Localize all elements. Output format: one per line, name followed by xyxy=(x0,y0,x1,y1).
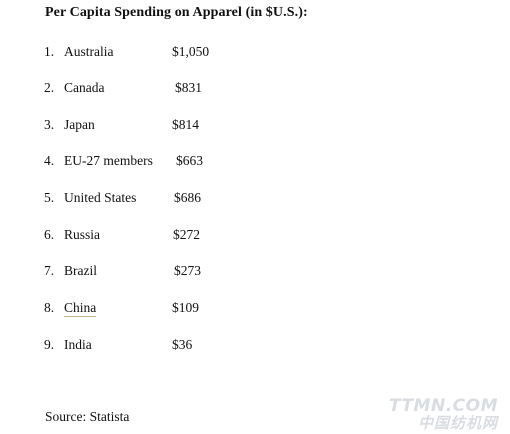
list-number: 8. xyxy=(44,300,55,315)
list-item: 3. Japan $814 xyxy=(0,117,510,135)
country-link[interactable]: China xyxy=(64,300,97,317)
spending-value: $831 xyxy=(175,80,202,95)
country-name: India xyxy=(64,337,92,352)
list-item: 7. Brazil $273 xyxy=(0,263,510,281)
list-number: 4. xyxy=(44,153,55,168)
list-number: 6. xyxy=(44,227,55,242)
list-item: 8. China $109 xyxy=(0,300,510,318)
list-number: 1. xyxy=(44,44,55,59)
spending-value: $1,050 xyxy=(172,44,210,59)
list-number: 5. xyxy=(44,190,55,205)
list-item: 1. Australia $1,050 xyxy=(0,44,510,62)
country-name: Japan xyxy=(64,117,95,132)
spending-value: $272 xyxy=(173,227,200,242)
list-item: 4. EU-27 members $663 xyxy=(0,153,510,171)
source-note: Source: Statista xyxy=(45,409,130,424)
country-name: Russia xyxy=(64,227,101,242)
list-item: 5. United States $686 xyxy=(0,190,510,208)
page-title: Per Capita Spending on Apparel (in $U.S.… xyxy=(45,5,308,20)
list-item: 9. India $36 xyxy=(0,337,510,355)
spending-value: $36 xyxy=(172,337,193,352)
country-name: Australia xyxy=(64,44,114,59)
list-number: 3. xyxy=(44,117,55,132)
country-name: EU-27 members xyxy=(64,153,153,168)
spending-value: $663 xyxy=(176,153,203,168)
spending-value: $273 xyxy=(174,263,201,278)
list-number: 2. xyxy=(44,80,55,95)
list-item: 6. Russia $272 xyxy=(0,227,510,245)
spending-value: $814 xyxy=(172,117,199,132)
spending-value: $686 xyxy=(174,190,201,205)
list-item: 2. Canada $831 xyxy=(0,80,510,98)
country-name: Canada xyxy=(64,80,105,95)
watermark-domain: TTMN.COM xyxy=(388,396,498,416)
spending-value: $109 xyxy=(172,300,199,315)
watermark-logo: TTMN.COM 中国纺机网 xyxy=(389,398,498,432)
list-number: 9. xyxy=(44,337,55,352)
list-number: 7. xyxy=(44,263,55,278)
country-name: Brazil xyxy=(64,263,97,278)
watermark-site-name: 中国纺机网 xyxy=(417,414,498,432)
country-name: United States xyxy=(64,190,137,205)
